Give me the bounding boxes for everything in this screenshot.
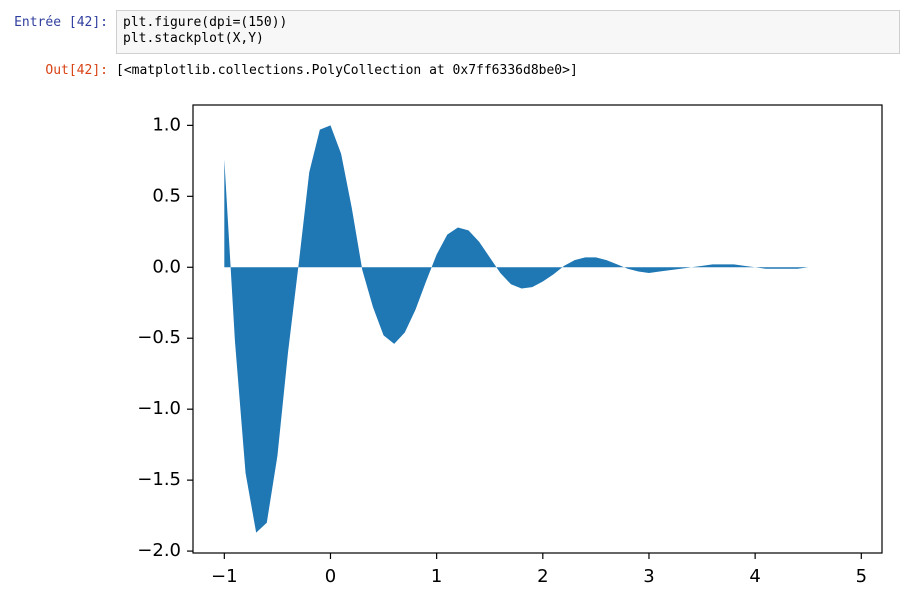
x-tick-label: 4: [749, 566, 760, 587]
stack-area: [224, 125, 851, 533]
output-text: [<matplotlib.collections.PolyCollection …: [116, 63, 578, 78]
axes-frame: [192, 104, 883, 554]
code-line: plt.stackplot(X,Y): [123, 31, 264, 46]
y-tick-label: 0.5: [152, 185, 181, 206]
x-tick-label: 2: [537, 566, 548, 587]
code-cell[interactable]: plt.figure(dpi=(150)) plt.stackplot(X,Y): [116, 10, 900, 54]
x-tick-label: −1: [211, 566, 238, 587]
code-line: plt.figure(dpi=(150)): [123, 15, 288, 30]
input-prompt: Entrée [42]:: [14, 15, 108, 30]
y-tick-label: −1.5: [137, 469, 181, 490]
x-tick-label: 3: [643, 566, 654, 587]
y-tick-label: −0.5: [137, 327, 181, 348]
x-tick-label: 5: [856, 566, 867, 587]
y-tick-label: 1.0: [152, 114, 181, 135]
output-prompt: Out[42]:: [45, 63, 108, 78]
x-tick-label: 1: [431, 566, 442, 587]
y-tick-label: −2.0: [137, 540, 181, 561]
y-tick-label: −1.0: [137, 398, 181, 419]
y-tick-label: 0.0: [152, 256, 181, 277]
x-tick-label: 0: [325, 566, 336, 587]
